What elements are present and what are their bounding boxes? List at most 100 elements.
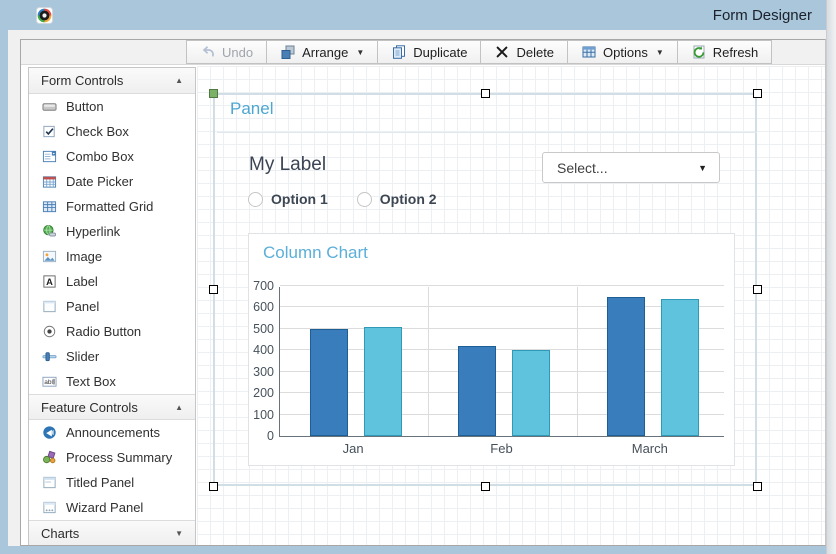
chart-gridline: [280, 327, 724, 329]
panel-icon: [42, 299, 57, 314]
bar-march-series-1: [606, 296, 645, 436]
duplicate-icon: [391, 44, 407, 60]
wizard-panel-icon: [42, 500, 57, 515]
grid-icon: [42, 199, 57, 214]
sidebar-item-radio-button[interactable]: Radio Button: [29, 319, 195, 344]
sidebar-item-label: Label: [66, 274, 98, 289]
panel-divider: [217, 132, 757, 133]
sidebar-item-wizard-panel[interactable]: Wizard Panel: [29, 495, 195, 520]
bar-jan-series-1: [310, 328, 348, 436]
toolbar-button-label: Duplicate: [413, 44, 468, 60]
selection-handle-top-right[interactable]: [753, 89, 762, 98]
sidebar-item-label: Combo Box: [66, 149, 134, 164]
y-axis-tick-label: 200: [253, 386, 274, 401]
sidebar-section-header-feature-controls[interactable]: Feature Controls ▲: [29, 394, 195, 420]
sidebar-item-label: Slider: [66, 349, 100, 364]
sidebar-item-titled-panel[interactable]: Titled Panel: [29, 470, 195, 495]
toolbar-button-options[interactable]: Options ▼: [567, 40, 678, 64]
selection-handle-bottom-center[interactable]: [481, 482, 490, 491]
selection-handle-bottom-right[interactable]: [753, 482, 762, 491]
svg-text:abl: abl: [44, 379, 53, 386]
refresh-icon: [691, 44, 707, 60]
chart-gridline: [280, 413, 724, 415]
sidebar-item-label: Hyperlink: [66, 224, 121, 239]
collapse-icon: ▲: [175, 76, 183, 85]
selection-handle-bottom-left[interactable]: [209, 482, 218, 491]
delete-icon: [494, 44, 510, 60]
form-designer-panel: Undo Arrange ▼ Duplicate Delete Options ▼ Refre…: [20, 39, 826, 546]
chart-category-separator: [576, 287, 578, 436]
datepicker-icon: [42, 174, 57, 189]
panel-title[interactable]: Panel: [230, 99, 274, 118]
label-control[interactable]: My Label: [249, 154, 327, 175]
sidebar-item-slider[interactable]: Slider: [29, 344, 195, 369]
arrange-icon: [280, 44, 296, 60]
toolbar-button-label: Undo: [222, 44, 254, 60]
section-title: Feature Controls: [41, 399, 138, 415]
toolbar-button-label: Arrange: [302, 44, 349, 60]
toolbar-button-refresh[interactable]: Refresh: [676, 40, 773, 64]
sidebar-item-text-box[interactable]: abl Text Box: [29, 369, 195, 394]
toolbar-button-duplicate[interactable]: Duplicate: [377, 40, 482, 64]
sidebar-item-process-summary[interactable]: Process Summary: [29, 445, 195, 470]
sidebar-item-label: Titled Panel: [66, 475, 135, 490]
selection-handle-top-left[interactable]: [209, 89, 218, 98]
y-axis-tick-label: 100: [253, 407, 274, 422]
sidebar-item-label: Text Box: [66, 374, 116, 389]
sidebar-item-image[interactable]: Image: [29, 244, 195, 269]
chart-gridline: [280, 306, 724, 308]
sidebar-item-button[interactable]: Button: [29, 94, 195, 119]
selection-handle-top-center[interactable]: [481, 89, 490, 98]
sidebar-item-label: Process Summary: [66, 450, 173, 465]
radio-button-icon: [248, 191, 263, 207]
radio-option-2[interactable]: Option 2: [356, 191, 437, 207]
label-icon: A: [42, 274, 57, 289]
toolbar-button-delete[interactable]: Delete: [480, 40, 569, 64]
textbox-icon: abl: [42, 374, 57, 389]
sidebar-item-label: Panel: [66, 299, 100, 314]
sidebar-item-combo-box[interactable]: Combo Box: [29, 144, 195, 169]
expand-icon: ▼: [175, 528, 183, 538]
x-axis-label: March: [631, 441, 668, 456]
sidebar-item-announcements[interactable]: Announcements: [29, 420, 195, 445]
caret-down-icon: ▼: [356, 47, 365, 57]
bar-feb-series-2: [512, 350, 551, 436]
image-icon: [42, 249, 57, 264]
toolbar-button-label: Refresh: [712, 44, 759, 60]
chart-gridline: [280, 392, 724, 394]
sidebar-section-header-form-controls[interactable]: Form Controls ▲: [29, 68, 195, 94]
toolbar-button-label: Delete: [516, 44, 555, 60]
sidebar-item-hyperlink[interactable]: Hyperlink: [29, 219, 195, 244]
y-axis-tick-label: 0: [267, 429, 274, 443]
column-chart-control[interactable]: Column Chart Jan Feb March 0 100 200 300 400 50…: [248, 233, 735, 466]
chart-gridline: [280, 349, 724, 351]
selection-handle-mid-right[interactable]: [753, 285, 762, 294]
chart-gridline: [280, 285, 724, 286]
section-title: Form Controls: [41, 73, 124, 88]
chart-category-separator: [428, 287, 430, 436]
radio-option-1[interactable]: Option 1: [248, 191, 328, 207]
toolbar-button-undo[interactable]: Undo: [186, 40, 268, 64]
app-logo-icon[interactable]: [36, 7, 53, 24]
sidebar-item-panel[interactable]: Panel: [29, 294, 195, 319]
select-dropdown[interactable]: Select... ▼: [542, 152, 720, 183]
sidebar-item-label: Check Box: [66, 124, 129, 139]
selection-handle-mid-left[interactable]: [209, 285, 218, 294]
sidebar-item-formatted-grid[interactable]: Formatted Grid: [29, 194, 195, 219]
titlebar: Form Designer: [0, 0, 826, 30]
sidebar-item-date-picker[interactable]: Date Picker: [29, 169, 195, 194]
options-icon: [581, 44, 597, 60]
sidebar-item-label[interactable]: A Label: [29, 269, 195, 294]
x-axis-label: Jan: [342, 441, 364, 456]
design-canvas[interactable]: Panel My Label Select... ▼ Option 1 Optio…: [197, 66, 825, 545]
radio-button-group: Option 1 Option 2: [248, 191, 437, 207]
y-axis-tick-label: 700: [253, 279, 274, 293]
sidebar-item-check-box[interactable]: Check Box: [29, 119, 195, 144]
sidebar-item-label: Image: [66, 249, 103, 264]
toolbar-button-label: Options: [603, 44, 648, 60]
sidebar-section-header-charts[interactable]: Charts ▼: [29, 520, 195, 545]
y-axis-tick-label: 600: [253, 300, 274, 315]
toolbar-button-arrange[interactable]: Arrange ▼: [266, 40, 379, 64]
caret-down-icon: ▼: [655, 47, 664, 57]
bar-feb-series-1: [458, 346, 497, 436]
